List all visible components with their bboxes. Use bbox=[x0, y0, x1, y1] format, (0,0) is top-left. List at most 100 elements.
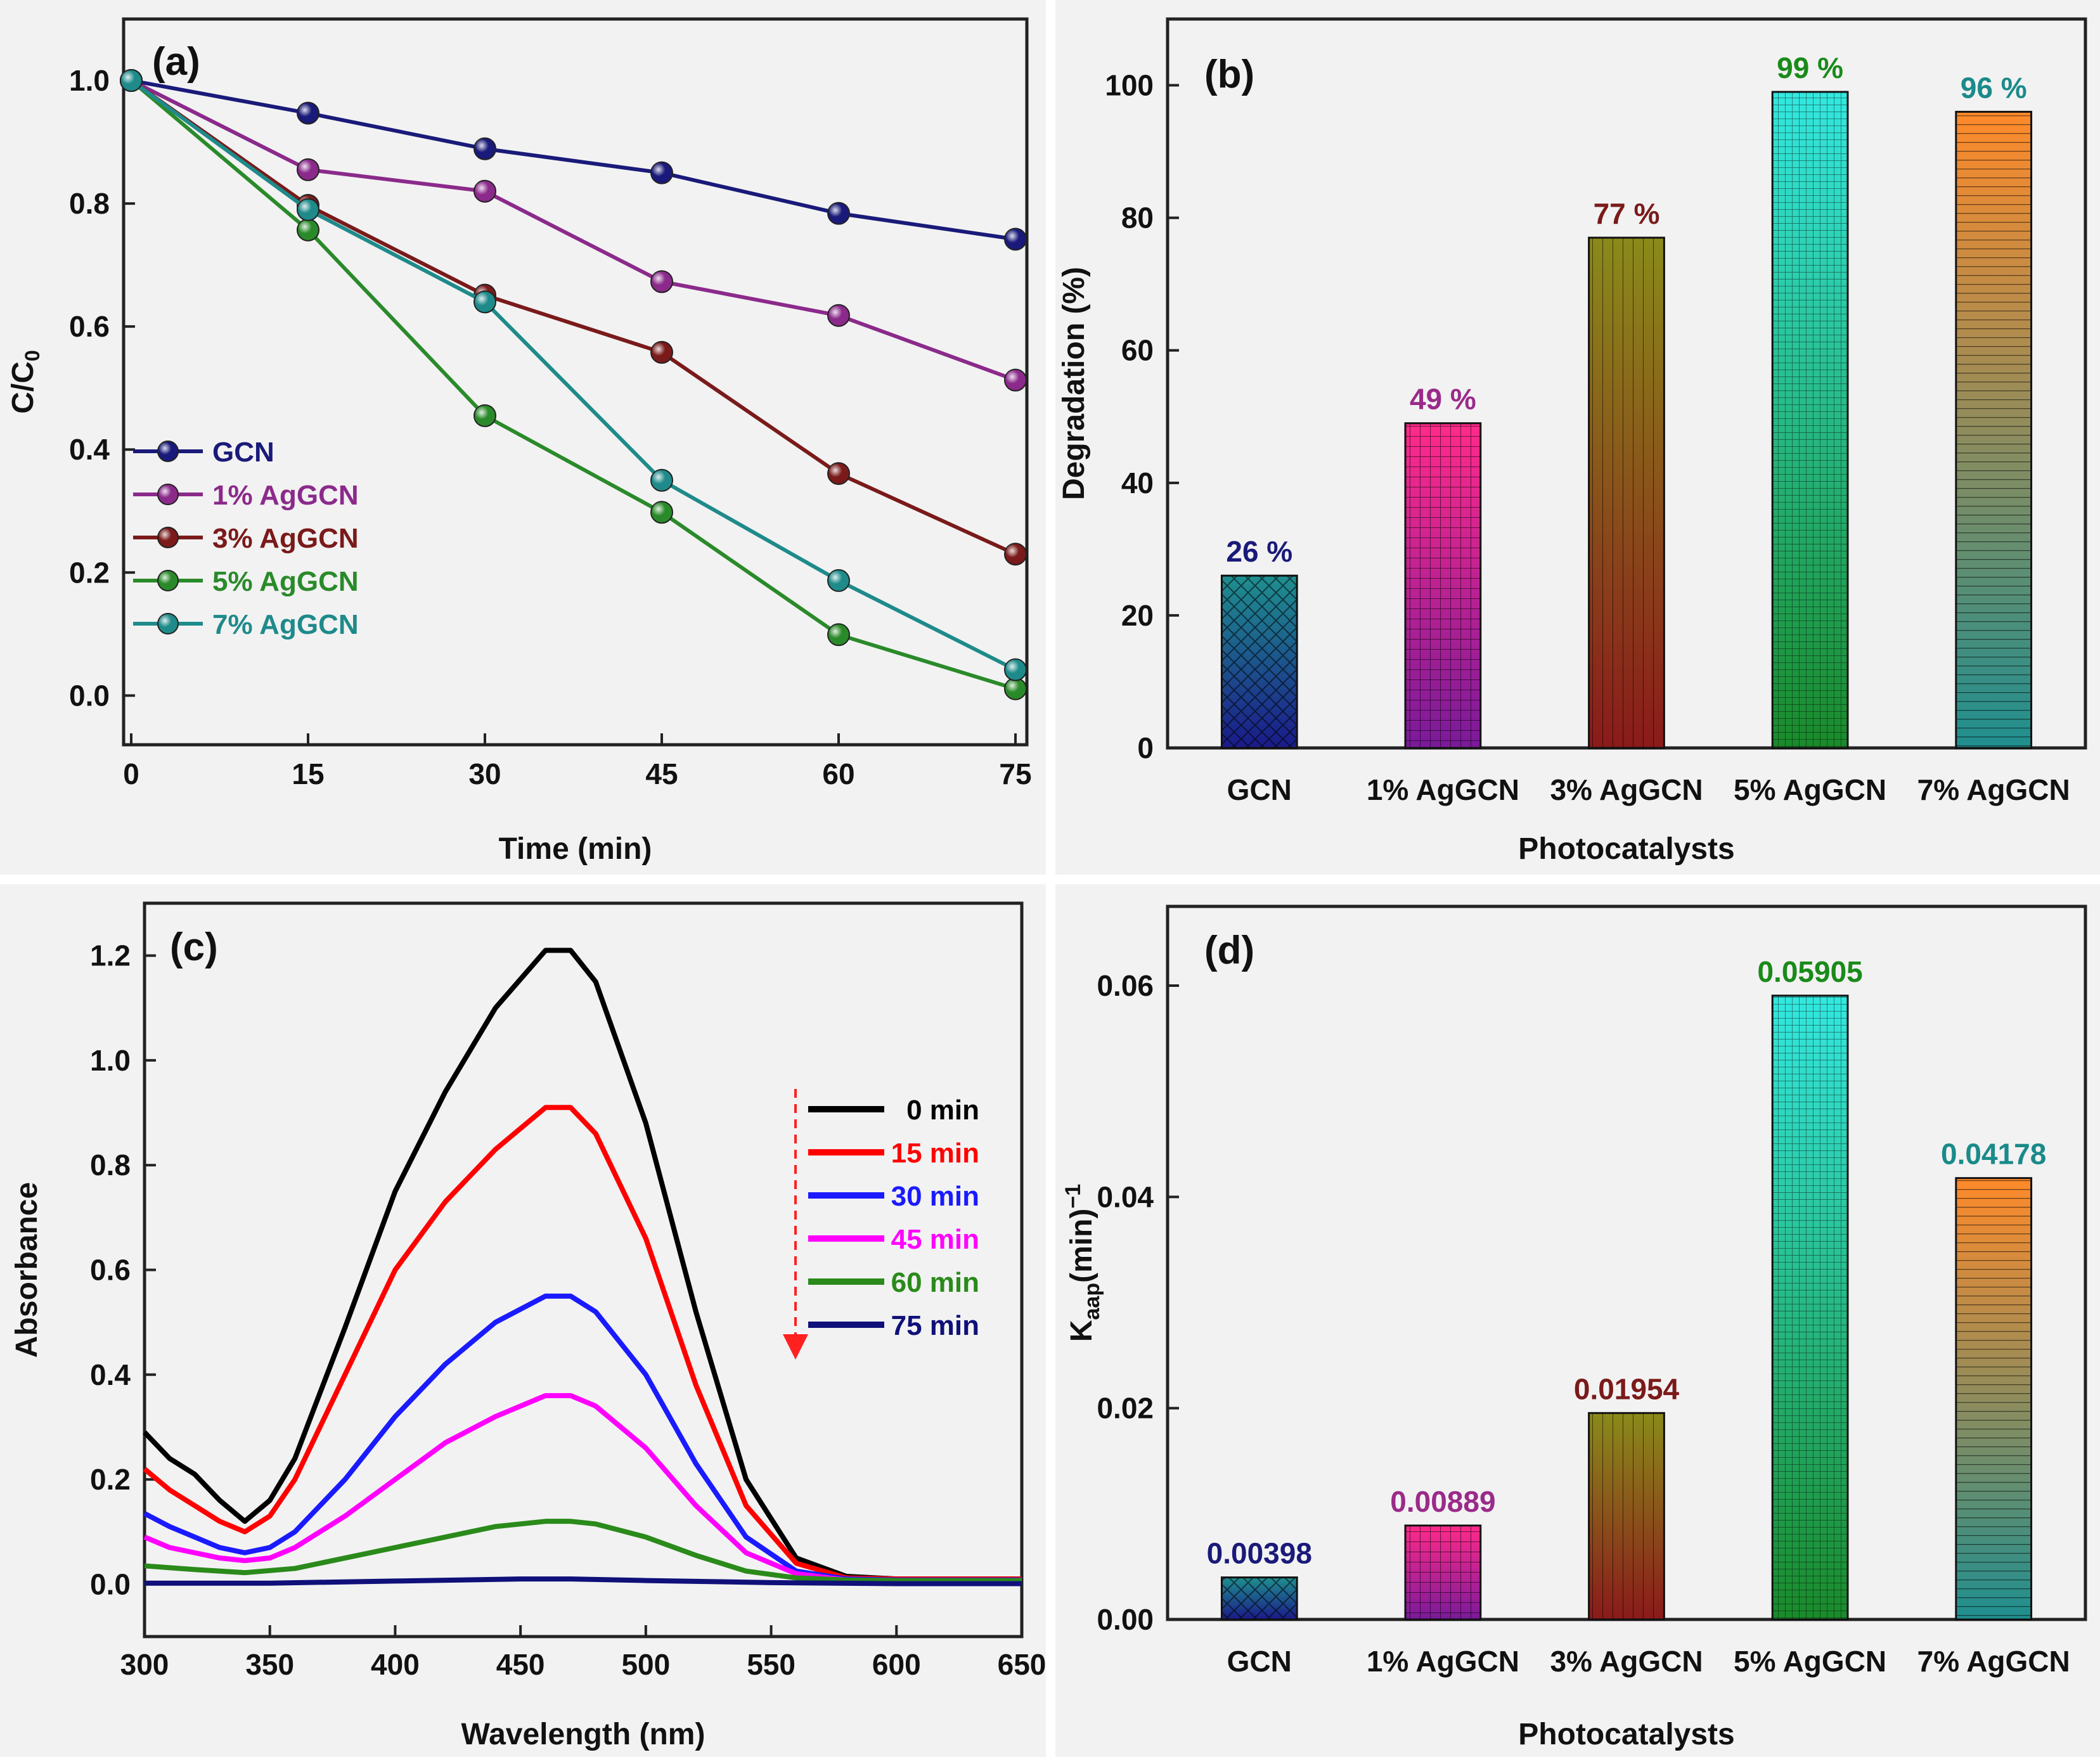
series-7-aggcn-point-highlight bbox=[474, 291, 496, 313]
x-tick-label: 5% AgGCN bbox=[1734, 1645, 1886, 1678]
series-30-min-curve bbox=[143, 1293, 1022, 1583]
series-5-aggcn-line bbox=[130, 79, 1016, 691]
bar-pattern bbox=[1772, 92, 1848, 748]
y-axis-label: Absorbance bbox=[10, 1182, 44, 1358]
series-gcn-point-highlight bbox=[1005, 228, 1026, 250]
series-3-aggcn-point-highlight bbox=[651, 341, 673, 363]
series-1-aggcn-point-highlight bbox=[297, 158, 319, 181]
y-tick-label: 40 bbox=[1121, 467, 1154, 499]
series-7-aggcn-point-highlight bbox=[297, 198, 319, 221]
bar-pattern bbox=[1955, 112, 2032, 748]
bar-pattern bbox=[1955, 1178, 2032, 1619]
x-tick-label: GCN bbox=[1227, 1645, 1292, 1678]
x-tick-label: 60 bbox=[822, 757, 854, 790]
x-tick-label: 7% AgGCN bbox=[1917, 773, 2070, 806]
series-1-aggcn-point-highlight bbox=[651, 271, 673, 293]
y-tick-label: 0.8 bbox=[69, 187, 110, 220]
x-tick-label: 450 bbox=[496, 1648, 545, 1681]
x-tick-label: 1% AgGCN bbox=[1367, 1645, 1519, 1678]
series-7-aggcn-point-highlight bbox=[651, 469, 673, 491]
y-tick-label: 0.2 bbox=[90, 1463, 131, 1496]
x-tick-label: 300 bbox=[120, 1648, 169, 1681]
series-7-aggcn-point-highlight bbox=[120, 70, 142, 92]
panel-label: (c) bbox=[170, 925, 218, 969]
panel-b-background bbox=[1055, 0, 2100, 875]
x-tick-label: 3% AgGCN bbox=[1550, 773, 1703, 806]
data-label: 0.01954 bbox=[1574, 1372, 1680, 1405]
bar-outline bbox=[1771, 91, 1849, 749]
legend-label: 3% AgGCN bbox=[212, 523, 359, 554]
legend-marker-highlight bbox=[158, 441, 178, 461]
series-1-aggcn-point-highlight bbox=[474, 180, 496, 202]
legend-marker-highlight bbox=[158, 527, 178, 548]
series-5-aggcn-point-highlight bbox=[474, 404, 496, 427]
x-tick-label: 550 bbox=[747, 1648, 796, 1681]
y-tick-label: 0.4 bbox=[90, 1358, 131, 1391]
x-tick-label: 600 bbox=[872, 1648, 921, 1681]
legend-label: 5% AgGCN bbox=[212, 566, 359, 597]
x-axis-label: Photocatalysts bbox=[1518, 1718, 1734, 1751]
y-tick-label: 0.2 bbox=[69, 556, 110, 589]
y-tick-label: 0.8 bbox=[90, 1149, 131, 1181]
bar-outline bbox=[1588, 236, 1665, 749]
legend-marker-highlight bbox=[158, 614, 178, 634]
y-tick-label: 1.0 bbox=[69, 64, 110, 97]
panel-label: (b) bbox=[1204, 53, 1254, 96]
series-45-min-curve bbox=[143, 1393, 1022, 1583]
panel-c-spectra-chart: 300 350 400 450 500 550 600 650 0.0 0.2 0.4 0.6 0.8 1… bbox=[10, 901, 1047, 1751]
x-tick-label: 15 bbox=[292, 757, 324, 790]
panel-a-axes-frame bbox=[122, 17, 1029, 747]
y-tick-label: 1.0 bbox=[90, 1044, 131, 1077]
series-60-min-curve bbox=[144, 1519, 1022, 1583]
y-tick-label: 0.4 bbox=[69, 433, 110, 466]
series-gcn-point-highlight bbox=[474, 138, 496, 160]
panel-c-background bbox=[0, 884, 1046, 1757]
series-5-aggcn-point-highlight bbox=[1005, 678, 1026, 700]
x-tick-label: 45 bbox=[645, 757, 678, 790]
panel-label: (a) bbox=[152, 40, 200, 84]
x-tick-label: 7% AgGCN bbox=[1917, 1645, 2070, 1678]
bar-pattern bbox=[1405, 1525, 1481, 1619]
data-label: 96 % bbox=[1961, 71, 2027, 104]
y-axis-label: C/C0 bbox=[6, 350, 44, 413]
y-tick-label: 20 bbox=[1121, 599, 1154, 632]
x-tick-label: 3% AgGCN bbox=[1550, 1645, 1703, 1678]
x-tick-label: 650 bbox=[998, 1648, 1047, 1681]
series-3-aggcn-line bbox=[130, 79, 1017, 556]
x-tick-label: 30 bbox=[468, 757, 501, 790]
x-tick-label: 500 bbox=[621, 1648, 670, 1681]
bar-pattern bbox=[1221, 1577, 1298, 1619]
bar-pattern bbox=[1772, 995, 1848, 1619]
series-gcn-line bbox=[131, 79, 1016, 241]
series-15-min-curve bbox=[143, 1105, 1022, 1582]
data-label: 49 % bbox=[1410, 383, 1476, 416]
y-tick-label: 0.06 bbox=[1097, 969, 1154, 1002]
panel-label: (d) bbox=[1204, 929, 1254, 972]
x-tick-label: 350 bbox=[245, 1648, 294, 1681]
x-axis-label: Wavelength (nm) bbox=[461, 1718, 705, 1751]
bar-outline bbox=[1588, 1412, 1665, 1621]
series-5-aggcn-point-highlight bbox=[297, 219, 319, 241]
y-tick-label: 100 bbox=[1105, 69, 1154, 102]
data-label: 0.04178 bbox=[1941, 1138, 2046, 1171]
legend-label: 30 min bbox=[891, 1181, 979, 1212]
data-label: 26 % bbox=[1226, 535, 1292, 568]
panel-a-line-chart: 0 15 30 45 60 75 0.0 0.2 0.4 0.6 0.8 1.0 Time (min) C… bbox=[6, 17, 1032, 866]
y-axis-label: Kaap(min)−1 bbox=[1061, 1184, 1104, 1342]
legend-label: 45 min bbox=[891, 1224, 979, 1255]
x-axis-label: Photocatalysts bbox=[1518, 832, 1734, 866]
series-gcn-point-highlight bbox=[651, 162, 673, 184]
y-tick-label: 0.0 bbox=[90, 1567, 131, 1600]
y-tick-label: 60 bbox=[1121, 334, 1154, 367]
y-tick-label: 0.6 bbox=[69, 310, 110, 343]
series-3-aggcn-point-highlight bbox=[828, 463, 849, 485]
legend-label: 1% AgGCN bbox=[212, 480, 359, 511]
y-tick-label: 0.0 bbox=[69, 679, 110, 712]
x-tick-label: 1% AgGCN bbox=[1367, 773, 1519, 806]
x-tick-label: 75 bbox=[999, 757, 1031, 790]
panel-d-bar-chart: 0.00 0.02 0.04 0.06 0.00398 GCN 0.00889 1% AgGC… bbox=[1061, 904, 2087, 1751]
x-tick-label: 0 bbox=[123, 757, 139, 790]
series-1-aggcn-point-highlight bbox=[828, 304, 849, 326]
series-5-aggcn-point-highlight bbox=[651, 501, 673, 524]
